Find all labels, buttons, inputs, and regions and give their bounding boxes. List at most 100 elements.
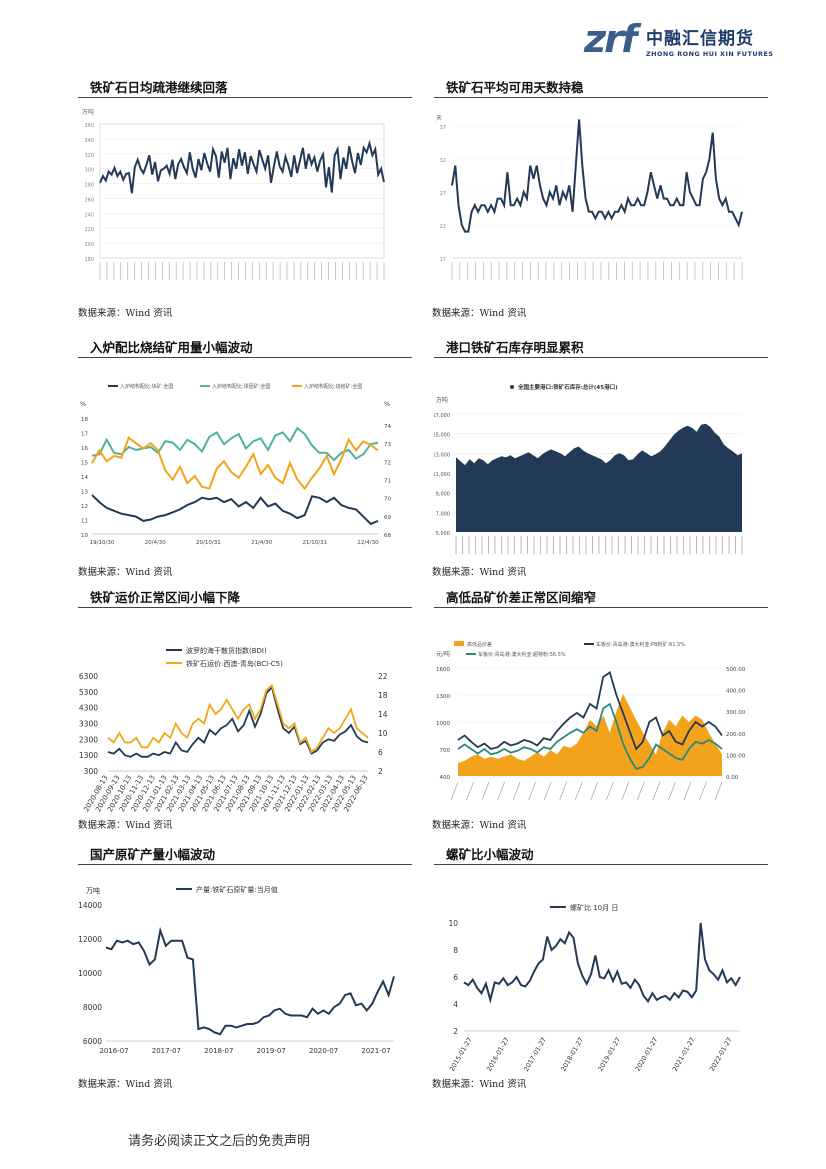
series-line-output [105, 926, 395, 1036]
y-tick-label: 11,000 [434, 472, 450, 478]
x-tick-label: 2022-01-27 [708, 1036, 734, 1073]
y-tick-label: 14000 [78, 901, 102, 910]
x-tick-mark [512, 781, 521, 801]
y-tick-label: 240 [84, 212, 94, 218]
y-axis-unit: 万吨 [436, 396, 448, 404]
y-tick-label: 320 [84, 153, 94, 159]
y-tick-label: 17,000 [434, 413, 450, 419]
legend-swatch [454, 641, 464, 646]
y-tick-label: 4300 [79, 704, 98, 713]
source-note: 数据来源：Wind 资讯 [432, 820, 527, 831]
chart-burden-ratio: % % 入炉结构配比:块矿:全国 入炉结构配比:球团矿:全国 入炉结构配比:烧结矿:全国… [80, 383, 391, 546]
y-tick-label: 400.00 [726, 689, 746, 695]
y-tick-label: 32 [440, 158, 446, 164]
series-line-lump [91, 494, 379, 526]
plot-frame [99, 123, 385, 259]
y-tick-label: 15 [81, 461, 88, 467]
x-tick-label: 21/10/31 [302, 540, 327, 546]
chart-freight-rates: 波罗的海干散货指数(BDI)铁矿石运价:西澳-青岛(BCI-C5)6300530… [79, 646, 388, 813]
x-tick-label: 20/4/30 [145, 540, 167, 546]
y-tick-label: 18 [81, 417, 88, 423]
y-tick-label: 10 [378, 729, 388, 738]
chart-available-days: 天 37 32 27 22 17 [436, 115, 743, 280]
source-note: 数据来源：Wind 资讯 [78, 1079, 173, 1090]
source-note: 数据来源：Wind 资讯 [78, 308, 173, 319]
x-tick-mark [574, 781, 583, 801]
legend-label: 车板价:青岛港:澳大利亚:PB粉矿:61.5% [596, 641, 685, 648]
y-axis-unit: 万吨 [86, 886, 100, 895]
x-tick-label: 2016-07 [99, 1047, 128, 1055]
y-tick-label: 200.00 [726, 732, 746, 738]
x-tick-label: 21/4/30 [251, 540, 273, 546]
chart-container: 螺矿比 10月 日 10 8 6 4 2 2015-01-27 2016-01-27 2017-… [434, 865, 768, 1075]
series-line-pellet [91, 426, 379, 462]
x-tick-mark [652, 781, 661, 801]
y-tick-label: 6 [378, 748, 383, 757]
series-line-pb [457, 671, 723, 751]
legend-label: 产量:铁矿石原矿量:当月值 [196, 885, 278, 894]
x-tick-mark [528, 781, 537, 801]
panel-iron-ore-daily-port-clearance: 铁矿石日均疏港继续回落 万吨 360 340 320 300 280 260 240 220 20… [78, 80, 412, 288]
y-tick-label: 12000 [78, 935, 102, 944]
series-area [456, 423, 742, 532]
legend-label: 全国主要港口:铁矿石库存:总计(45港口) [517, 383, 618, 391]
y-tick-label: 340 [84, 138, 94, 144]
y-tick-label: 72 [384, 460, 391, 466]
panel-title: 港口铁矿石库存明显累积 [434, 340, 768, 358]
y-tick-label: 6000 [83, 1037, 102, 1046]
y-tick-label: 1600 [436, 667, 450, 673]
y-tick-label: 14 [81, 475, 88, 481]
y-tick-label: 18 [378, 691, 388, 700]
y-tick-label: 300.00 [726, 710, 746, 716]
y-tick-label: 1300 [436, 694, 450, 700]
panel-title: 铁矿运价正常区间小幅下降 [78, 590, 412, 608]
x-tick-mark [497, 781, 505, 801]
y-tick-label: 180 [84, 257, 94, 263]
y-tick-label: 69 [384, 515, 391, 521]
legend-swatch [510, 385, 514, 389]
x-tick-mark [699, 781, 707, 801]
x-tick-mark [559, 781, 568, 801]
legend-label: 铁矿石运价:西澳-青岛(BCI-C5) [186, 659, 283, 668]
chart-domestic-output: 万吨 产量:铁矿石原矿量:当月值1400012000100008000600020… [78, 885, 395, 1055]
x-tick-label: 2017-01-27 [522, 1036, 548, 1073]
y-tick-label: 300 [84, 767, 99, 776]
panel-domestic-ore-output: 国产原矿产量小幅波动 万吨 产量:铁矿石原矿量:当月值 14000 12000 1000… [78, 847, 412, 1075]
chart-container: 万吨 全国主要港口:铁矿石库存:总计(45港口) 17,000 15,000 13,00… [434, 358, 768, 568]
panel-freight-rates: 铁矿运价正常区间小幅下降 波罗的海干散货指数(BDI) 铁矿石运价:西澳-青岛(B… [78, 590, 412, 818]
y-tick-label: 7,000 [436, 511, 450, 517]
x-tick-label: 2019-07 [257, 1047, 286, 1055]
series-line-super-special [457, 702, 723, 770]
panel-title: 国产原矿产量小幅波动 [78, 847, 412, 865]
chart-container: 万吨 360 340 320 300 280 260 240 220 200 180 [78, 98, 412, 288]
y-tick-label: 360 [84, 123, 94, 129]
x-tick-label: 19/10/30 [90, 540, 115, 546]
y-tick-label: 700 [440, 748, 451, 754]
x-tick-mark [450, 781, 459, 801]
x-tick-mark [683, 781, 692, 801]
legend-label: 入炉结构配比:块矿:全国 [120, 383, 173, 390]
chart-container: 高低品价差 车板价:青岛港:澳大利亚:PB粉矿:61.5% 车板价:青岛港:澳大利亚… [434, 608, 768, 818]
y-tick-label: 13,000 [434, 452, 450, 458]
x-tick-label: 20/10/31 [196, 540, 221, 546]
chart-container: 万吨 产量:铁矿石原矿量:当月值 14000 12000 10000 8000 6000 20… [78, 865, 412, 1075]
x-tick-label: 2020-01-27 [634, 1036, 660, 1073]
panel-title: 铁矿石日均疏港继续回落 [78, 80, 412, 98]
x-tick-mark [605, 781, 614, 801]
y-axis-unit: 万吨 [82, 108, 94, 116]
x-tick-mark [590, 781, 599, 801]
legend-label: 波罗的海干散货指数(BDI) [186, 646, 267, 655]
y-tick-label: 37 [440, 125, 446, 131]
y-tick-label: 27 [440, 191, 446, 197]
y-tick-label: 17 [440, 257, 446, 263]
y-tick-label: 6 [453, 973, 458, 982]
y-tick-label: 16 [81, 446, 88, 452]
panel-grade-spread: 高低品矿价差正常区间缩窄 高低品价差 车板价:青岛港:澳大利亚:PB粉矿:61.5… [434, 590, 768, 818]
x-tick-label: 22/4/30 [357, 540, 379, 546]
legend-label: 螺矿比 10月 日 [570, 903, 618, 912]
y-tick-label: 500.00 [726, 667, 746, 673]
y-tick-label: 2 [453, 1027, 458, 1036]
x-tick-mark [714, 781, 723, 801]
y-tick-label: 10 [81, 533, 88, 539]
y-tick-label: 17 [81, 432, 88, 438]
